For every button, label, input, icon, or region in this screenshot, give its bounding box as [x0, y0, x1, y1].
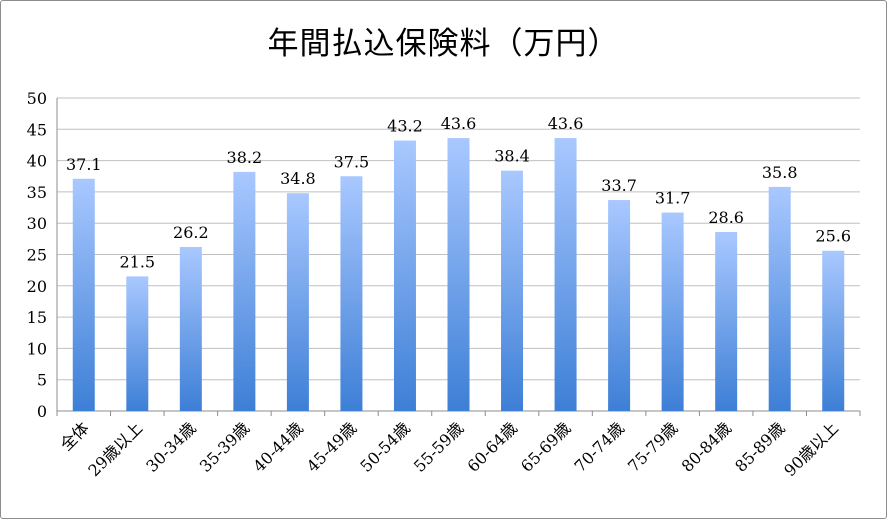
- y-tick-label: 25: [27, 246, 47, 265]
- x-tick-label: 80-84歳: [678, 418, 735, 475]
- x-tick-label: 30-34歳: [142, 418, 199, 475]
- bar: [179, 246, 202, 411]
- bar: [715, 231, 738, 411]
- data-label: 34.8: [280, 169, 316, 188]
- bar: [447, 138, 470, 411]
- y-tick-label: 10: [27, 339, 47, 358]
- bar: [768, 186, 791, 411]
- data-label: 43.2: [387, 117, 423, 136]
- bar: [393, 140, 416, 411]
- data-labels: 37.1 21.5 26.2 38.2 34.8 37.5 43.2 43.6 38.4 43.6…: [66, 114, 851, 271]
- x-tick-label: 50-54歳: [356, 418, 413, 475]
- x-tick-label: 29歳以上: [84, 418, 146, 480]
- y-tick-label: 40: [27, 152, 47, 171]
- bar: [126, 276, 149, 411]
- bar: [822, 250, 845, 411]
- x-tick-label: 45-49歳: [303, 418, 360, 475]
- y-tick-label: 20: [27, 277, 47, 296]
- data-label: 38.2: [227, 148, 263, 167]
- data-label: 43.6: [548, 114, 584, 133]
- y-tick-label: 50: [27, 89, 47, 108]
- bar: [340, 176, 363, 411]
- x-tick-label: 35-39歳: [196, 418, 253, 475]
- y-tick-label: 45: [27, 120, 47, 139]
- y-tick-labels: 0 5 10 15 20 25 30 35 40 45 50: [27, 89, 47, 421]
- y-tick-label: 15: [27, 308, 47, 327]
- bar: [233, 171, 256, 411]
- data-label: 33.7: [601, 176, 637, 195]
- data-label: 21.5: [119, 252, 155, 271]
- bar: [554, 138, 577, 411]
- x-tick-label: 75-79歳: [624, 418, 681, 475]
- bar: [286, 193, 309, 411]
- data-label: 26.2: [173, 223, 209, 242]
- data-label: 38.4: [494, 147, 530, 166]
- bar: [608, 200, 631, 411]
- bar: [72, 178, 95, 411]
- x-tick-label: 60-64歳: [463, 418, 520, 475]
- data-label: 31.7: [655, 189, 691, 208]
- chart-title: 年間払込保険料（万円）: [267, 26, 620, 62]
- data-label: 25.6: [815, 227, 851, 246]
- x-tick-label: 65-69歳: [517, 418, 574, 475]
- data-label: 28.6: [708, 208, 744, 227]
- data-label: 35.8: [762, 163, 798, 182]
- data-label: 43.6: [441, 114, 477, 133]
- x-tick-label: 90歳以上: [780, 418, 842, 480]
- data-label: 37.1: [66, 155, 102, 174]
- y-tick-label: 0: [37, 402, 47, 421]
- y-tick-label: 35: [27, 183, 47, 202]
- bar: [501, 170, 524, 411]
- bar: [661, 212, 684, 411]
- x-tick-label: 全体: [57, 418, 93, 454]
- x-tick-labels: 全体29歳以上30-34歳35-39歳40-44歳45-49歳50-54歳55-…: [57, 418, 843, 480]
- bars: [72, 138, 845, 411]
- x-tick-label: 55-59歳: [410, 418, 467, 475]
- x-tick-label: 70-74歳: [571, 418, 628, 475]
- y-tick-label: 5: [37, 371, 47, 390]
- data-label: 37.5: [334, 152, 370, 171]
- y-tick-label: 30: [27, 214, 47, 233]
- x-tick-label: 40-44歳: [249, 418, 306, 475]
